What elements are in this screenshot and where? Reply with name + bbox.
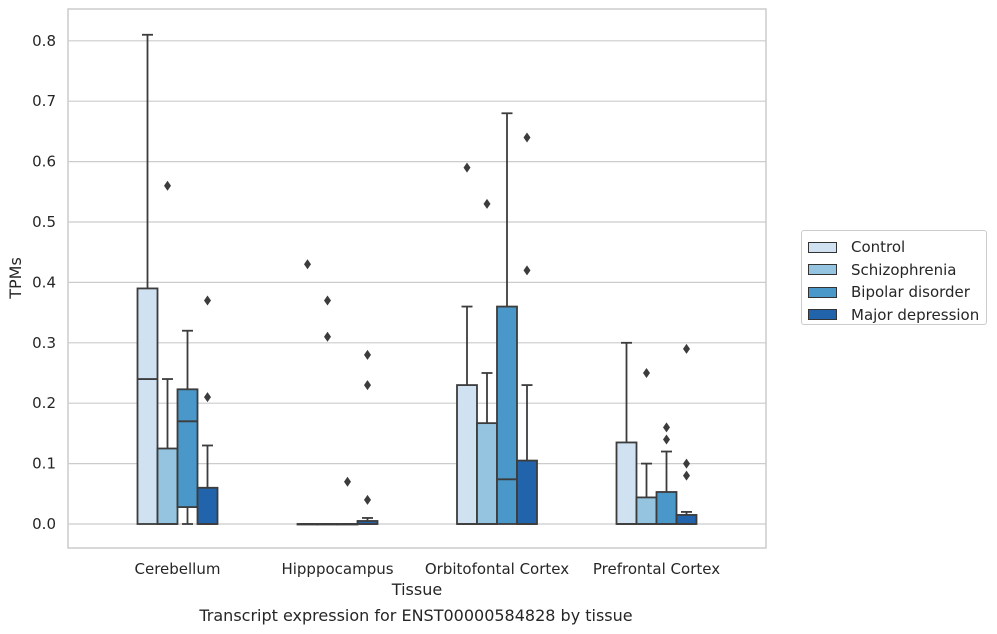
legend-item-bipolar-disorder: Bipolar disorder [808,281,986,304]
outlier-point [523,265,531,276]
box-layer [136,33,698,526]
box-3-2 [655,422,678,525]
outlier-point [683,470,690,481]
box-3-3 [675,343,698,525]
box-body [176,388,199,508]
y-axis-title: TPMs [6,257,25,300]
outlier-point [683,458,690,469]
outlier-point [164,180,171,191]
outlier-point [204,295,211,306]
box-body [615,441,638,525]
y-tick-label: 0.2 [32,394,56,412]
box-2-2 [496,112,518,525]
outlier-point [663,422,670,433]
legend-swatch-schizophrenia [808,264,837,276]
box-1-0 [296,259,319,526]
box-body [456,384,478,525]
y-tick-label: 0.5 [32,213,56,231]
outlier-point [324,331,331,342]
legend-item-schizophrenia: Schizophrenia [808,259,986,282]
y-tick-label: 0.6 [32,153,56,171]
box-body [655,491,678,525]
box-body [136,287,159,525]
x-tick-label: Cerebellum [135,560,221,578]
outlier-point [204,392,211,403]
outlier-point [304,259,311,270]
box-body [496,305,518,525]
outlier-point [344,476,351,487]
box-3-1 [635,368,658,525]
outlier-point [683,343,690,354]
box-0-2 [176,329,199,525]
x-tick-label: Prefrontal Cortex [593,560,720,578]
outlier-point [324,295,331,306]
x-tick-label: Orbitofontal Cortex [425,560,569,578]
box-body [156,447,179,525]
x-tick-labels: Cerebellum Hipppocampus Orbitofontal Corte… [135,560,721,578]
box-2-1 [476,198,498,525]
box-0-3 [196,295,219,525]
outlier-point [364,349,371,360]
box-body [196,486,219,525]
box-1-2 [336,476,359,526]
x-tick-label: Hipppocampus [281,560,393,578]
y-tick-label: 0.4 [32,273,56,291]
x-axis-title: Tissue [391,580,442,599]
box-3-0 [615,341,638,525]
outlier-point [483,198,491,209]
plot-frame [67,8,767,549]
y-tick-label: 0.7 [32,92,56,110]
box-2-3 [516,132,538,525]
box-1-3 [356,349,379,525]
outlier-point [463,162,471,173]
y-tick-label: 0.1 [32,455,56,473]
legend-item-control: Control [808,236,986,259]
box-0-0 [136,33,159,525]
box-body [635,496,658,525]
box-body [476,422,498,525]
legend: Control Schizophrenia Bipolar disorder M… [801,230,987,325]
y-tick-label: 0.0 [32,515,56,533]
outlier-point [663,434,670,445]
outlier-point [364,494,371,505]
y-tick-label: 0.3 [32,334,56,352]
outlier-point [643,368,650,378]
legend-swatch-bipolar-disorder [808,286,837,298]
chart-caption: Transcript expression for ENST0000058482… [199,606,633,625]
legend-item-major-depression: Major depression [808,304,986,327]
legend-label-schizophrenia: Schizophrenia [851,260,957,279]
legend-label-major-depression: Major depression [851,305,980,324]
box-1-1 [316,295,339,526]
box-body [675,514,698,525]
outlier-point [523,132,531,143]
outlier-point [364,380,371,391]
box-body [516,459,538,525]
box-0-1 [156,180,179,525]
legend-label-control: Control [851,238,906,257]
legend-swatch-control [808,241,837,253]
legend-label-bipolar-disorder: Bipolar disorder [851,283,970,302]
y-tick-labels: 0.0 0.1 0.2 0.3 0.4 0.5 0.6 0.7 0.8 [32,32,56,533]
legend-swatch-major-depression [808,309,837,321]
y-tick-label: 0.8 [32,32,56,50]
